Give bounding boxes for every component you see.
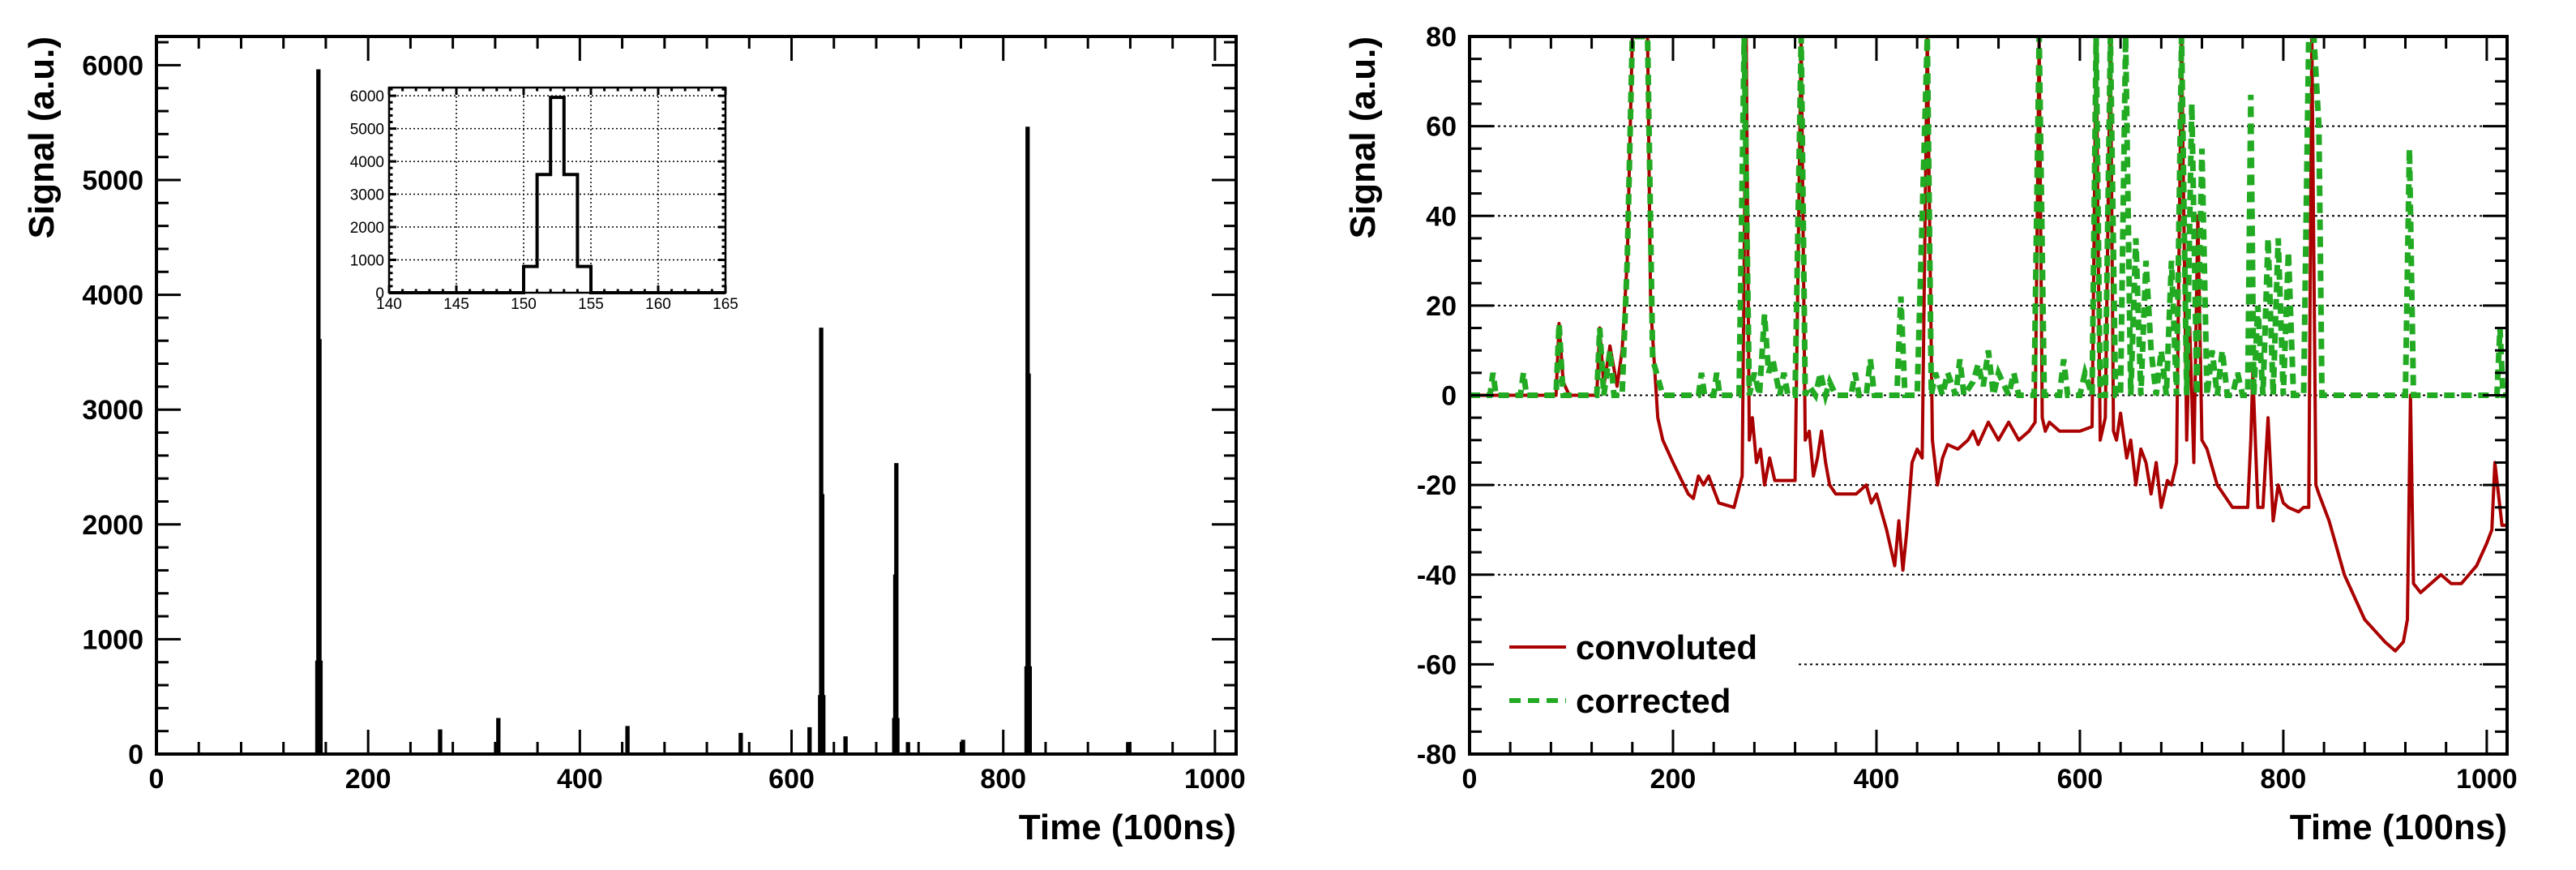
inset-y-tick-label: 0 — [375, 285, 384, 302]
inset-frame — [387, 86, 727, 294]
inset-y-tick-label: 1000 — [350, 253, 384, 270]
right-y-tick-label: -60 — [1417, 649, 1457, 680]
right-x-tick-label: 800 — [2261, 764, 2307, 795]
legend-label-convoluted: convoluted — [1576, 628, 1757, 666]
legend-background — [1478, 624, 1799, 746]
inset-y-tick-label: 2000 — [350, 220, 384, 237]
left-y-tick-label: 4000 — [82, 281, 143, 311]
left-histogram-line — [156, 69, 1236, 756]
inset-y-tick-label: 4000 — [350, 154, 384, 171]
left-y-tick-label: 0 — [128, 739, 143, 770]
left-y-tick-label: 2000 — [82, 510, 143, 541]
right-x-tick-label: 600 — [2057, 764, 2103, 795]
inset-y-tick-label: 6000 — [350, 88, 384, 105]
left-x-tick-labels: 0 200 400 600 800 1000 — [149, 764, 1246, 795]
right-x-axis-title: Time (100ns) — [2290, 808, 2507, 847]
left-y-tick-label: 6000 — [82, 50, 143, 81]
left-x-tick-label: 600 — [768, 764, 815, 795]
left-y-tick-labels: 0 1000 2000 3000 4000 5000 6000 — [82, 50, 143, 770]
right-y-tick-label: 0 — [1441, 381, 1457, 412]
left-x-axis-title: Time (100ns) — [1019, 808, 1236, 847]
legend: convoluted corrected — [1509, 628, 1757, 720]
right-y-tick-label: -40 — [1417, 560, 1457, 591]
right-y-tick-label: 80 — [1426, 22, 1457, 53]
left-inset-chart: 140 145 150 155 160 165 0 1000 2000 3000 4000 5000… — [350, 86, 738, 313]
left-y-tick-label: 3000 — [82, 395, 143, 426]
right-gridlines — [1470, 125, 2507, 666]
inset-histogram-line — [389, 96, 725, 294]
inset-x-tick-label: 165 — [712, 296, 738, 313]
left-y-tick-label: 5000 — [82, 165, 143, 196]
inset-y-tick-label: 3000 — [350, 187, 384, 204]
left-x-tick-label: 800 — [980, 764, 1026, 795]
right-y-axis-title: Signal (a.u.) — [1343, 36, 1383, 238]
left-ticks — [155, 36, 1236, 756]
left-x-tick-label: 0 — [149, 764, 165, 795]
inset-x-tick-label: 145 — [443, 296, 469, 313]
right-ticks — [1468, 35, 2507, 756]
legend-label-corrected: corrected — [1576, 682, 1731, 720]
left-x-tick-label: 1000 — [1184, 764, 1246, 795]
series-line-corrected — [1470, 36, 2507, 407]
inset-x-tick-label: 155 — [578, 296, 604, 313]
inset-grid — [389, 88, 725, 293]
left-x-tick-label: 200 — [345, 764, 392, 795]
inset-x-tick-labels: 140 145 150 155 160 165 — [376, 296, 738, 313]
inset-x-tick-label: 150 — [511, 296, 537, 313]
series-line-convoluted — [1470, 36, 2507, 653]
inset-x-tick-label: 140 — [376, 296, 402, 313]
inset-background — [389, 88, 725, 293]
inset-y-tick-labels: 0 1000 2000 3000 4000 5000 6000 — [350, 88, 384, 302]
right-y-tick-label: 20 — [1426, 291, 1457, 322]
left-y-tick-label: 1000 — [82, 624, 143, 655]
right-y-tick-label: 40 — [1426, 201, 1457, 232]
left-plot-frame — [155, 35, 1238, 756]
right-x-tick-label: 200 — [1650, 764, 1697, 795]
inset-x-tick-label: 160 — [645, 296, 671, 313]
right-y-tick-labels: -80 -60 -40 -20 0 20 40 60 80 — [1417, 22, 1457, 770]
right-x-tick-labels: 0 200 400 600 800 1000 — [1462, 764, 2518, 795]
inset-y-tick-label: 5000 — [350, 122, 384, 139]
right-y-tick-label: -80 — [1417, 739, 1457, 770]
right-x-tick-label: 0 — [1462, 764, 1478, 795]
right-y-tick-label: -20 — [1417, 470, 1457, 501]
left-y-axis-title: Signal (a.u.) — [22, 36, 62, 238]
right-x-tick-label: 400 — [1854, 764, 1900, 795]
right-chart: 0 200 400 600 800 1000 -80-60-40-20020406080 … — [1343, 22, 2518, 847]
left-chart: 0 200 400 600 800 1000 0 1000 2000 3000 4000 5000 6… — [22, 35, 1246, 847]
right-y-tick-label: 60 — [1426, 112, 1457, 143]
inset-ticks — [387, 88, 727, 294]
right-x-tick-label: 1000 — [2456, 764, 2518, 795]
left-x-tick-label: 400 — [557, 764, 603, 795]
